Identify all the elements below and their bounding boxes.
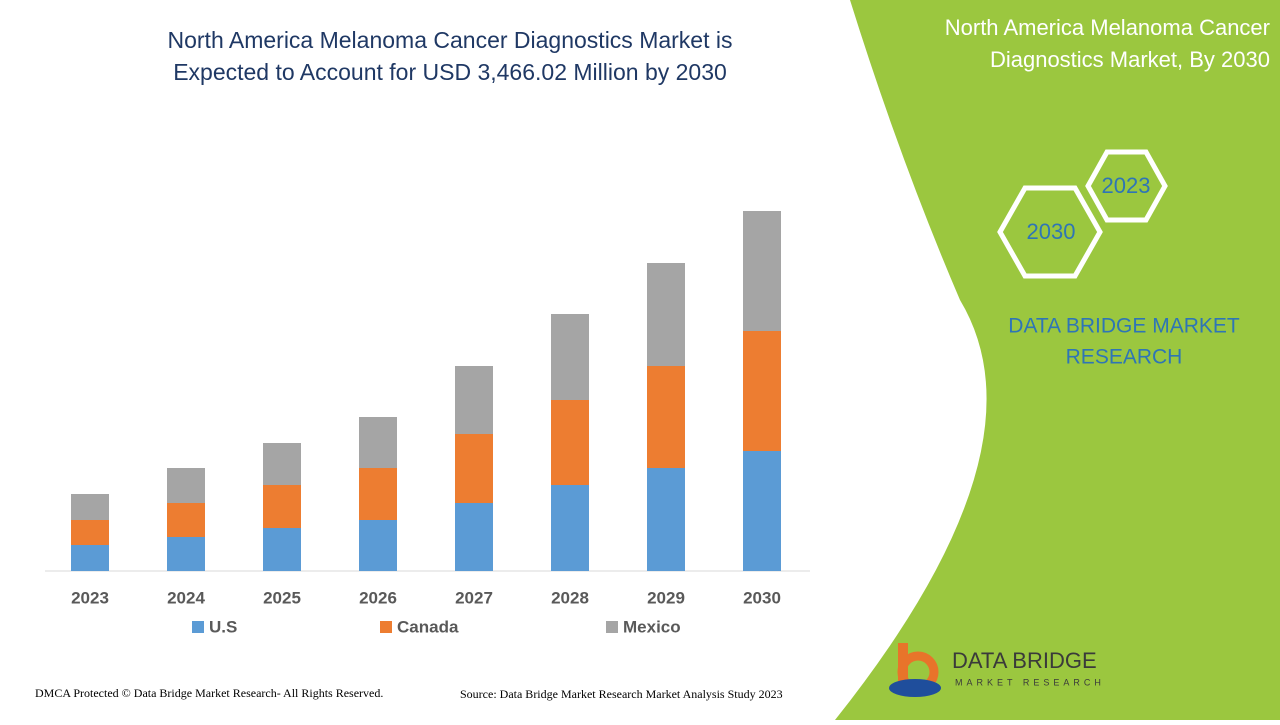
bar-segment — [455, 366, 493, 434]
x-tick-label: 2024 — [167, 588, 205, 607]
bar-segment — [647, 263, 685, 366]
hexagon — [1085, 149, 1168, 223]
bar-segment — [263, 485, 301, 528]
x-tick-label: 2023 — [71, 588, 109, 607]
bar-segment — [167, 468, 205, 503]
hexagon — [997, 185, 1103, 279]
bar-segment — [71, 520, 109, 545]
copyright: DMCA Protected © Data Bridge Market Rese… — [35, 686, 383, 700]
bar-segment — [167, 503, 205, 537]
green-panel — [835, 0, 1280, 720]
legend-label: U.S — [209, 617, 237, 636]
legend-label: Mexico — [623, 617, 681, 636]
bar-segment — [743, 451, 781, 571]
bar-segment — [743, 211, 781, 331]
bar-segment — [71, 494, 109, 520]
brand-text: DATA BRIDGE MARKET — [1008, 315, 1240, 338]
bar-segment — [647, 468, 685, 571]
x-tick-label: 2030 — [743, 588, 781, 607]
bar-segment — [263, 443, 301, 485]
panel-title: Diagnostics Market, By 2030 — [990, 47, 1270, 72]
legend-swatch — [380, 621, 392, 633]
chart-title: Expected to Account for USD 3,466.02 Mil… — [173, 59, 727, 85]
bar-segment — [167, 537, 205, 571]
bar-segment — [551, 485, 589, 571]
logo-name: DATA BRIDGE — [952, 648, 1097, 673]
bar-segment — [359, 468, 397, 520]
hexagon-label: 2023 — [1102, 173, 1151, 198]
x-tick-label: 2026 — [359, 588, 397, 607]
bar-segment — [455, 434, 493, 503]
bar-segment — [551, 400, 589, 485]
legend-label: Canada — [397, 617, 459, 636]
bar-segment — [359, 520, 397, 571]
bar-segment — [71, 545, 109, 571]
hexagon-label: 2030 — [1027, 219, 1076, 244]
bar-segment — [359, 417, 397, 468]
x-tick-label: 2029 — [647, 588, 685, 607]
bar-segment — [647, 366, 685, 468]
bar-segment — [551, 314, 589, 400]
logo-mark — [889, 679, 941, 697]
logo-tagline: MARKET RESEARCH — [955, 677, 1105, 687]
x-tick-label: 2027 — [455, 588, 493, 607]
bar-segment — [455, 503, 493, 571]
panel-title: North America Melanoma Cancer — [945, 15, 1270, 40]
legend-swatch — [606, 621, 618, 633]
chart-title: North America Melanoma Cancer Diagnostic… — [168, 27, 733, 53]
source: Source: Data Bridge Market Research Mark… — [460, 687, 783, 701]
bar-segment — [743, 331, 781, 451]
bar-segment — [263, 528, 301, 571]
legend-swatch — [192, 621, 204, 633]
logo: DATA BRIDGE MARKET RESEARCH — [889, 643, 1105, 697]
brand-text: RESEARCH — [1066, 346, 1183, 369]
x-tick-label: 2025 — [263, 588, 301, 607]
x-tick-label: 2028 — [551, 588, 589, 607]
